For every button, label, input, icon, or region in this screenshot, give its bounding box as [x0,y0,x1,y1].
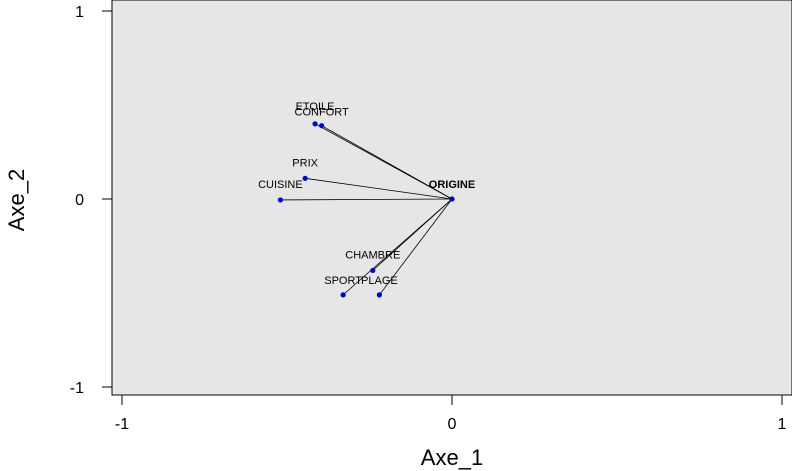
point-label-etoile: ETOILE [296,101,335,113]
axes: -1 0 1 -1 0 1 [70,4,787,433]
point-plage [376,292,382,298]
y-tick-label: 0 [75,192,84,209]
connector-cuisine [280,198,453,201]
x-tick-label: -1 [115,416,129,433]
data-points [277,121,455,298]
point-sport [340,292,346,298]
point-cuisine [277,197,283,203]
connector-sport [342,198,453,296]
connector-plage [379,198,453,296]
point-prix [302,175,308,181]
point-label-cuisine: CUISINE [258,179,303,191]
y-axis-label: Axe_2 [4,169,29,231]
connector-prix [305,177,453,200]
point-etoile [312,121,318,127]
y-tick-label: 1 [75,4,84,21]
point-label-chambre: CHAMBRE [345,249,400,261]
point-chambre [370,267,376,274]
point-confort [319,123,325,129]
point-label-confort: CONFORT [295,107,349,119]
point-label-prix: PRIX [292,157,318,169]
point-label-sport: SPORT [324,275,362,287]
point-origine [449,196,455,202]
connector-lines [280,123,453,296]
point-label-origine: ORIGINE [429,179,475,191]
x-axis-label: Axe_1 [421,445,483,470]
connector-confort [321,125,453,200]
point-label-plage: PLAGE [361,275,398,287]
x-tick-label: 0 [448,416,457,433]
x-tick-label: 1 [778,416,787,433]
y-tick-label: -1 [70,380,84,397]
